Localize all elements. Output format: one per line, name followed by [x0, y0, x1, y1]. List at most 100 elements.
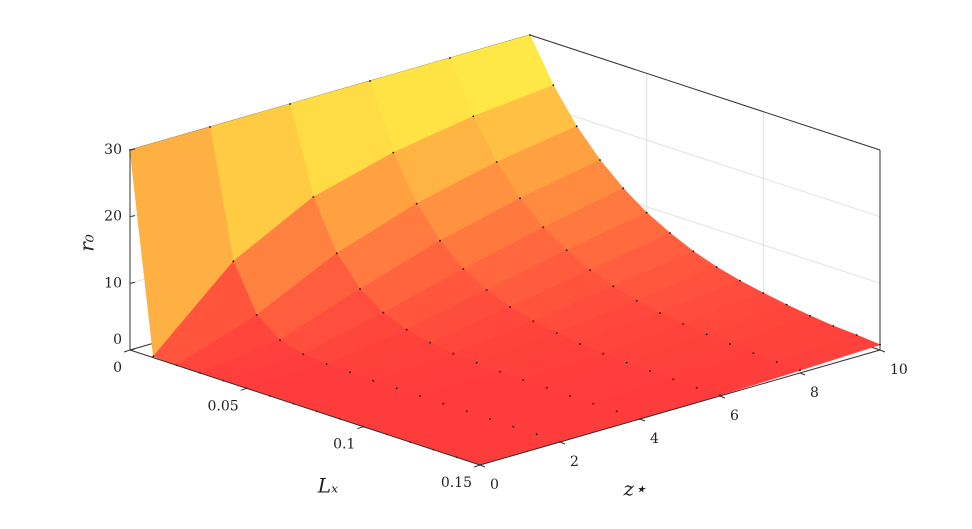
data-point: [649, 370, 651, 372]
data-point: [472, 115, 475, 118]
data-point: [382, 311, 385, 314]
tick-mark: [129, 281, 136, 284]
x-axis: [129, 349, 481, 466]
data-point: [335, 252, 338, 255]
data-point: [495, 161, 498, 163]
data-point: [405, 328, 408, 331]
data-point: [429, 341, 431, 344]
x-tick-label: 0: [113, 360, 122, 376]
tick-mark: [240, 387, 247, 391]
x-tick-label: 0.1: [333, 437, 355, 453]
data-point: [545, 386, 548, 389]
tick-mark: [357, 426, 364, 430]
tick-mark: [799, 372, 806, 376]
data-point: [535, 433, 538, 436]
data-point: [602, 352, 605, 355]
data-point: [542, 226, 545, 229]
data-point: [589, 269, 591, 271]
y-tick-label: 10: [890, 362, 908, 378]
tick-mark: [129, 148, 136, 151]
tick-mark: [559, 441, 566, 445]
y-tick-label: 0: [490, 477, 499, 493]
data-point: [442, 402, 445, 405]
grid-line: [529, 101, 881, 218]
data-point: [682, 323, 685, 325]
data-point: [635, 299, 638, 302]
y-axis: [479, 349, 881, 466]
data-point: [499, 370, 501, 373]
data-point: [659, 312, 661, 314]
data-point: [579, 343, 581, 345]
tick-mark: [639, 418, 646, 422]
z-tick-label: 30: [104, 142, 122, 158]
data-point: [415, 202, 418, 205]
data-point: [392, 151, 395, 154]
data-point: [372, 379, 375, 382]
data-point: [395, 387, 398, 390]
data-point: [625, 361, 628, 364]
data-point: [552, 84, 555, 87]
tick-mark: [123, 349, 131, 353]
data-point: [325, 363, 328, 365]
data-point: [739, 279, 741, 282]
tick-mark: [473, 464, 481, 468]
data-point: [615, 410, 618, 413]
data-point: [575, 125, 578, 128]
data-point: [569, 395, 571, 397]
data-point: [669, 232, 671, 234]
data-point: [439, 239, 441, 242]
data-point: [775, 361, 778, 363]
data-point: [452, 352, 455, 355]
data-point: [349, 371, 351, 374]
data-point: [599, 159, 601, 161]
data-point: [232, 260, 235, 263]
data-point: [485, 289, 488, 291]
data-point: [645, 211, 648, 214]
data-point: [762, 292, 765, 294]
tick-mark: [879, 349, 886, 353]
y-tick-label: 2: [570, 454, 579, 470]
data-point: [729, 343, 731, 345]
data-point: [692, 250, 695, 253]
data-point: [612, 285, 615, 288]
data-point: [785, 303, 788, 306]
x-axis-label: Lₓ: [317, 474, 338, 498]
data-point: [809, 314, 811, 317]
data-point: [695, 386, 698, 389]
data-point: [289, 103, 291, 105]
data-point: [752, 352, 755, 354]
data-point: [475, 361, 478, 364]
y-axis-label: z⋆: [622, 477, 646, 501]
data-point: [449, 57, 451, 59]
x-tick-label: 0.15: [441, 475, 472, 491]
data-point: [489, 418, 491, 420]
data-point: [855, 334, 858, 336]
data-point: [672, 378, 675, 381]
z-tick-label: 10: [104, 275, 122, 291]
data-point: [532, 320, 535, 323]
tick-mark: [479, 464, 486, 468]
data-point: [512, 425, 515, 428]
data-point: [879, 343, 881, 346]
data-point: [529, 34, 531, 36]
z-axis-label: r₀: [75, 234, 99, 252]
data-point: [209, 126, 211, 128]
data-point: [509, 306, 511, 308]
tick-mark: [129, 215, 136, 218]
data-point: [279, 339, 281, 341]
z-tick-label: 20: [104, 209, 122, 225]
data-point: [369, 80, 371, 82]
data-point: [705, 333, 708, 336]
data-point: [312, 196, 315, 198]
data-point: [465, 410, 468, 413]
tick-mark: [129, 348, 136, 351]
data-point: [519, 197, 521, 200]
data-point: [555, 332, 558, 334]
y-tick-label: 8: [810, 385, 819, 401]
data-point: [522, 379, 525, 381]
data-point: [622, 187, 625, 190]
x-tick-label: 0.05: [207, 398, 238, 414]
data-point: [715, 266, 718, 268]
data-point: [565, 249, 568, 252]
